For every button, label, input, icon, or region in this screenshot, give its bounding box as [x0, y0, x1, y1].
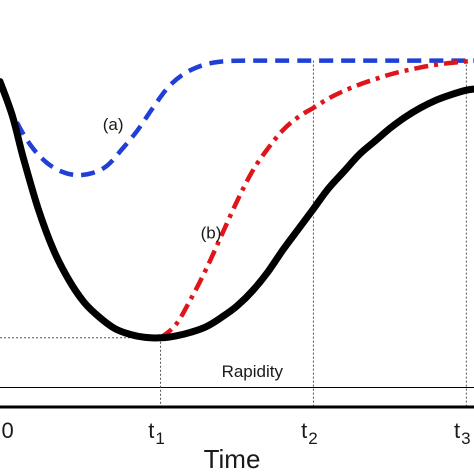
series-label-a: (a) — [103, 115, 124, 134]
rapidity-label: Rapidity — [222, 362, 284, 381]
x-tick-label: t2 — [301, 418, 318, 448]
x-tick-label: 0 — [2, 418, 14, 443]
reference-lines — [0, 60, 474, 407]
x-tick-label: t3 — [454, 418, 471, 448]
series-line-b — [159, 58, 474, 340]
series-line-a — [0, 58, 474, 178]
series-label-b: (b) — [201, 224, 222, 243]
series-curves — [0, 58, 474, 342]
x-tick-label: t1 — [148, 418, 165, 448]
series-line-baseline — [0, 78, 474, 342]
x-axis-label: Time — [204, 444, 261, 474]
